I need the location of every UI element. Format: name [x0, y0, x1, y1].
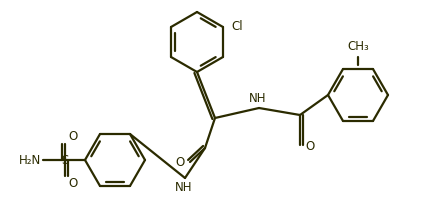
Text: O: O [305, 141, 314, 153]
Text: H₂N: H₂N [19, 153, 41, 166]
Text: Cl: Cl [231, 20, 243, 32]
Text: O: O [68, 130, 77, 143]
Text: O: O [176, 155, 185, 168]
Text: NH: NH [175, 181, 193, 194]
Text: CH₃: CH₃ [347, 40, 369, 53]
Text: S: S [61, 153, 69, 166]
Text: NH: NH [249, 92, 267, 105]
Text: O: O [68, 177, 77, 190]
